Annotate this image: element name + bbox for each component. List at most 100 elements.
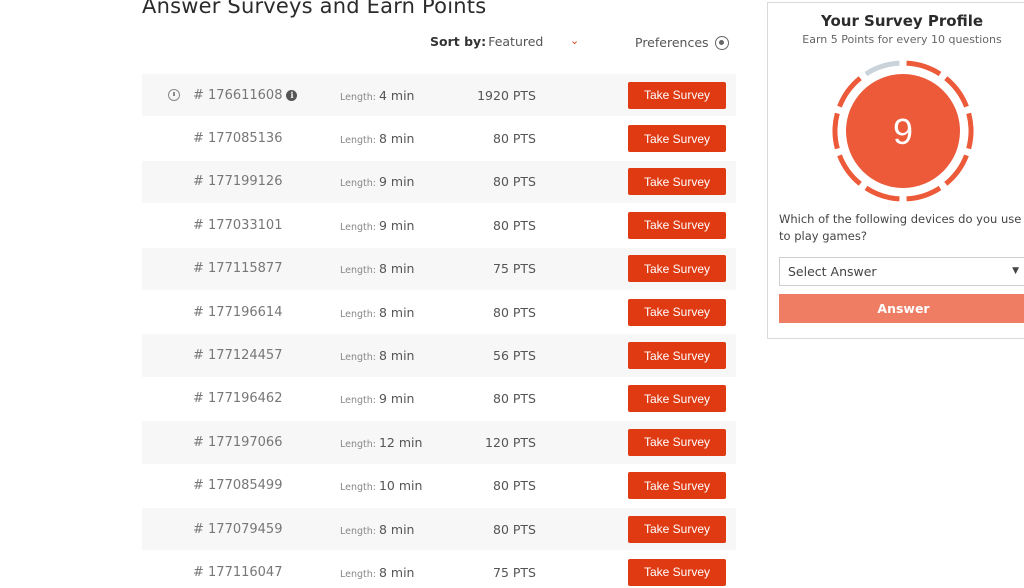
info-icon[interactable]: i <box>286 89 298 101</box>
survey-points: 120 PTS <box>485 434 536 450</box>
chevron-down-icon[interactable]: ⌄ <box>570 34 580 47</box>
survey-id-text: # 177199126 <box>193 174 283 190</box>
length-label: Length: <box>340 352 376 364</box>
survey-row: # 177124457 Length: 8 min 56 PTS Take Survey <box>142 334 736 378</box>
survey-id-text: # 177124457 <box>193 348 283 364</box>
take-survey-button[interactable]: Take Survey <box>628 515 726 543</box>
sort-label: Sort by: <box>430 34 487 49</box>
take-survey-button[interactable]: Take Survey <box>628 255 726 283</box>
survey-id-text: # 177085136 <box>193 131 283 147</box>
survey-length: Length: 9 min <box>340 174 414 189</box>
survey-points: 80 PTS <box>493 131 536 147</box>
preferences-label[interactable]: Preferences <box>635 35 709 50</box>
survey-row: # 177079459 Length: 8 min 80 PTS Take Survey <box>142 507 736 552</box>
survey-id: # 177085499 <box>193 478 282 493</box>
survey-points: 80 PTS <box>493 478 536 494</box>
survey-id: # 177033101 <box>193 218 282 233</box>
survey-id: # 177079459 <box>193 522 282 537</box>
length-label: Length: <box>340 525 376 537</box>
length-value: 8 min <box>378 131 415 147</box>
progress-ring-segment <box>837 154 862 186</box>
progress-ring-segment <box>906 185 942 202</box>
progress-ring-segment <box>832 112 840 150</box>
length-label: Length: <box>340 265 376 277</box>
length-label: Length: <box>340 482 376 494</box>
length-value: 9 min <box>378 174 415 190</box>
survey-id-text: # 177079459 <box>193 521 283 537</box>
length-value: 12 min <box>378 434 423 450</box>
take-survey-button[interactable]: Take Survey <box>628 81 726 109</box>
survey-list: # 176611608 i Length: 4 min 1920 PTS Take Sur… <box>142 74 736 588</box>
take-survey-button[interactable]: Take Survey <box>628 211 726 239</box>
answer-button[interactable]: Answer <box>779 294 1024 323</box>
survey-length: Length: 8 min <box>340 305 414 320</box>
survey-id-text: # 177196462 <box>193 391 283 407</box>
length-value: 8 min <box>378 564 415 580</box>
survey-length: Length: 9 min <box>340 391 414 406</box>
length-label: Length: <box>340 438 376 450</box>
length-value: 8 min <box>378 261 415 277</box>
survey-id-text: # 177116047 <box>193 564 283 580</box>
survey-length: Length: 8 min <box>340 522 414 537</box>
survey-length: Length: 8 min <box>340 565 414 580</box>
preferences-link[interactable]: Preferences <box>635 35 729 50</box>
survey-length: Length: 8 min <box>340 131 414 146</box>
survey-row: # 177115877 Length: 8 min 75 PTS Take Survey <box>142 247 736 291</box>
survey-points: 75 PTS <box>493 261 536 277</box>
take-survey-button[interactable]: Take Survey <box>628 558 726 586</box>
gear-icon[interactable] <box>714 35 729 50</box>
take-survey-button[interactable]: Take Survey <box>628 298 726 326</box>
length-value: 9 min <box>378 217 415 233</box>
survey-points: 80 PTS <box>493 304 536 320</box>
survey-points: 1920 PTS <box>477 87 536 103</box>
survey-id: # 177199126 <box>193 174 282 189</box>
sort-value[interactable]: Featured <box>488 34 544 49</box>
survey-id-text: # 177085499 <box>193 478 283 494</box>
progress-ring: 9 <box>832 60 974 202</box>
answer-select-value[interactable]: Select Answer <box>788 264 877 279</box>
take-survey-button[interactable]: Take Survey <box>628 342 726 370</box>
take-survey-button[interactable]: Take Survey <box>628 125 726 153</box>
profile-count: 9 <box>893 111 913 152</box>
progress-ring-segment <box>944 154 969 186</box>
length-label: Length: <box>340 568 376 580</box>
survey-id: # 177196614 <box>193 305 282 320</box>
survey-row: # 177116047 Length: 8 min 75 PTS Take Survey <box>142 551 736 588</box>
length-value: 8 min <box>378 521 415 537</box>
take-survey-button[interactable]: Take Survey <box>628 428 726 456</box>
progress-ring-segment <box>864 185 900 202</box>
take-survey-button[interactable]: Take Survey <box>628 385 726 413</box>
survey-id-text: # 177196614 <box>193 304 283 320</box>
length-label: Length: <box>340 135 376 147</box>
survey-points: 80 PTS <box>493 217 536 233</box>
profile-title: Your Survey Profile <box>820 12 984 30</box>
progress-ring-center <box>846 74 960 188</box>
length-value: 10 min <box>378 478 423 494</box>
length-value: 8 min <box>378 348 415 364</box>
progress-ring-segment <box>837 76 862 108</box>
survey-id-text: # 177115877 <box>193 261 283 277</box>
caret-down-icon[interactable]: ▼ <box>1012 266 1019 276</box>
survey-id: # 177124457 <box>193 348 282 363</box>
progress-ring-segment <box>966 112 974 150</box>
survey-length: Length: 9 min <box>340 218 414 233</box>
length-value: 8 min <box>378 304 415 320</box>
survey-points: 80 PTS <box>493 174 536 190</box>
survey-row: # 177199126 Length: 9 min 80 PTS Take Survey <box>142 160 736 205</box>
survey-id-text: # 176611608 <box>193 87 283 103</box>
clock-icon <box>168 89 180 102</box>
take-survey-button[interactable]: Take Survey <box>628 168 726 196</box>
answer-select[interactable]: Select Answer ▼ <box>779 257 1024 286</box>
length-value: 4 min <box>378 87 415 103</box>
sort-dropdown[interactable]: Sort by: Featured ⌄ <box>430 34 579 49</box>
length-value: 9 min <box>378 391 415 407</box>
survey-row: # 176611608 i Length: 4 min 1920 PTS Take Sur… <box>142 74 736 118</box>
survey-length: Length: 8 min <box>340 261 414 276</box>
take-survey-button[interactable]: Take Survey <box>628 472 726 500</box>
progress-ring-segment <box>906 60 942 77</box>
survey-id: # 177116047 <box>193 565 282 580</box>
survey-row: # 177085499 Length: 10 min 80 PTS Take Surve… <box>142 465 736 508</box>
length-label: Length: <box>340 221 376 233</box>
length-label: Length: <box>340 308 376 320</box>
survey-id-text: # 177197066 <box>193 434 283 450</box>
